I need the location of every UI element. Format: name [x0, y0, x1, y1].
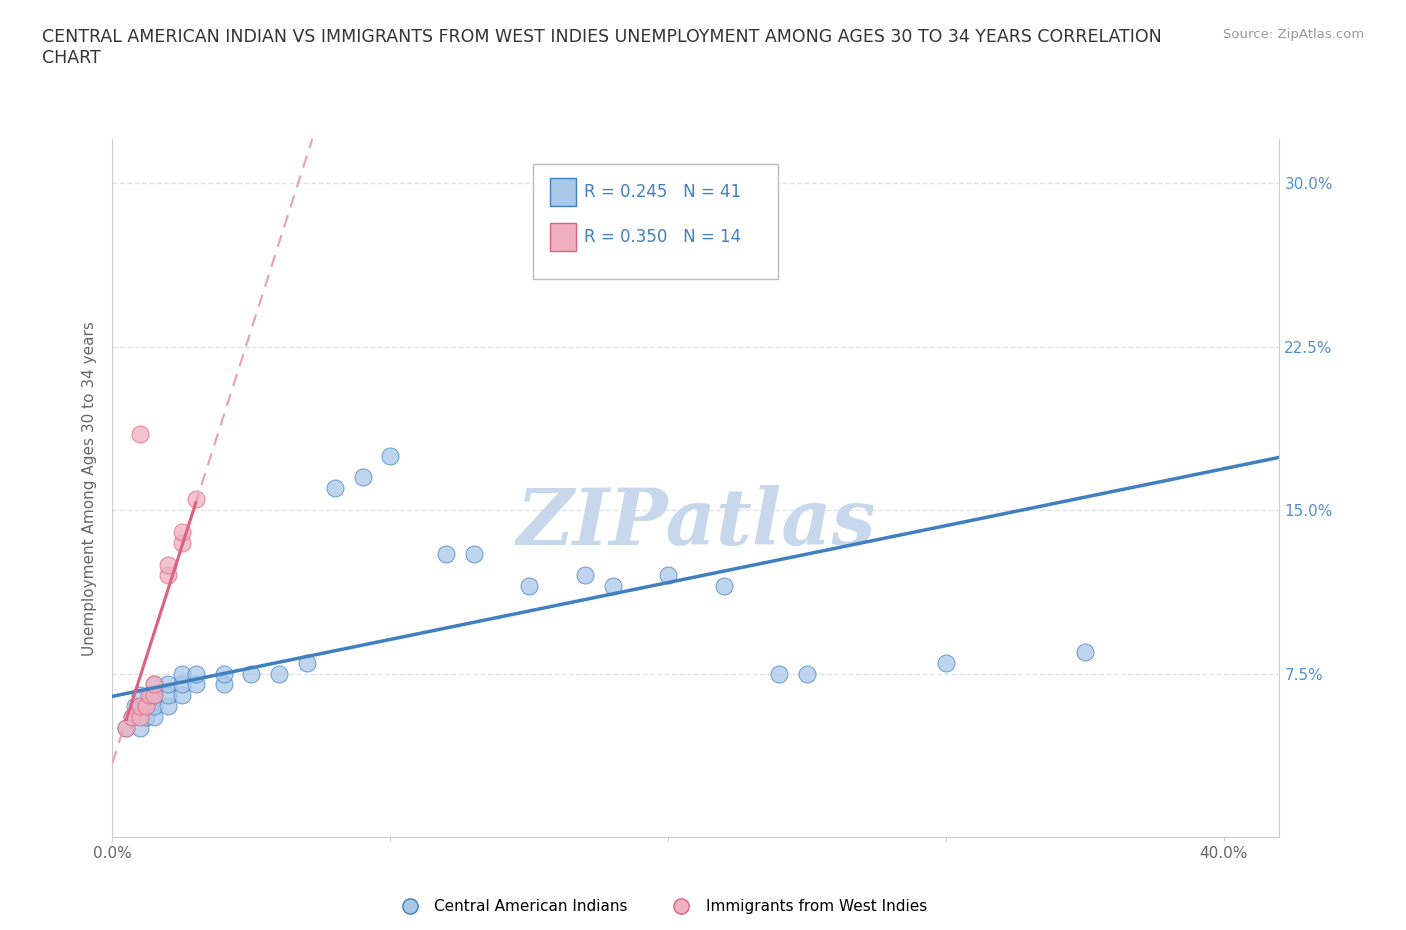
Point	[713, 578, 735, 593]
Point	[269, 666, 291, 681]
Bar	[550, 178, 576, 206]
Point	[157, 677, 180, 692]
Text: CENTRAL AMERICAN INDIAN VS IMMIGRANTS FROM WEST INDIES UNEMPLOYMENT AMONG AGES 3: CENTRAL AMERICAN INDIAN VS IMMIGRANTS FR…	[42, 28, 1161, 67]
Point	[517, 578, 540, 593]
Point	[212, 666, 235, 681]
Point	[170, 677, 193, 692]
Point	[115, 721, 138, 736]
Point	[143, 710, 166, 724]
Point	[129, 698, 152, 713]
Point	[170, 666, 193, 681]
FancyBboxPatch shape	[533, 164, 778, 279]
Point	[323, 481, 346, 496]
Point	[184, 492, 207, 507]
Point	[184, 666, 207, 681]
Text: R = 0.245   N = 41: R = 0.245 N = 41	[583, 183, 741, 201]
Point	[170, 688, 193, 703]
Point	[170, 536, 193, 551]
Point	[135, 698, 157, 713]
Point	[141, 688, 163, 703]
Point	[124, 698, 146, 713]
Point	[129, 721, 152, 736]
Point	[157, 568, 180, 583]
Point	[935, 656, 957, 671]
Point	[143, 688, 166, 703]
Point	[143, 698, 166, 713]
Point	[157, 698, 180, 713]
Point	[115, 721, 138, 736]
Point	[157, 557, 180, 572]
Point	[157, 688, 180, 703]
Point	[143, 677, 166, 692]
Point	[138, 698, 160, 713]
Point	[121, 710, 143, 724]
Point	[434, 546, 457, 561]
Point	[170, 525, 193, 539]
Point	[796, 666, 818, 681]
Point	[1074, 644, 1097, 659]
Point	[295, 656, 318, 671]
Point	[143, 677, 166, 692]
Point	[768, 666, 790, 681]
Text: Source: ZipAtlas.com: Source: ZipAtlas.com	[1223, 28, 1364, 41]
Point	[135, 710, 157, 724]
Point	[121, 710, 143, 724]
Point	[138, 688, 160, 703]
Point	[129, 698, 152, 713]
Bar	[550, 223, 576, 251]
Text: R = 0.350   N = 14: R = 0.350 N = 14	[583, 228, 741, 246]
Legend: Central American Indians, Immigrants from West Indies: Central American Indians, Immigrants fro…	[388, 893, 934, 920]
Point	[602, 578, 624, 593]
Point	[463, 546, 485, 561]
Point	[212, 677, 235, 692]
Point	[657, 568, 679, 583]
Point	[143, 688, 166, 703]
Point	[129, 710, 152, 724]
Point	[240, 666, 263, 681]
Point	[574, 568, 596, 583]
Point	[184, 677, 207, 692]
Point	[129, 426, 152, 441]
Point	[380, 448, 402, 463]
Y-axis label: Unemployment Among Ages 30 to 34 years: Unemployment Among Ages 30 to 34 years	[82, 321, 97, 656]
Point	[129, 688, 152, 703]
Point	[352, 470, 374, 485]
Text: ZIPatlas: ZIPatlas	[516, 485, 876, 562]
